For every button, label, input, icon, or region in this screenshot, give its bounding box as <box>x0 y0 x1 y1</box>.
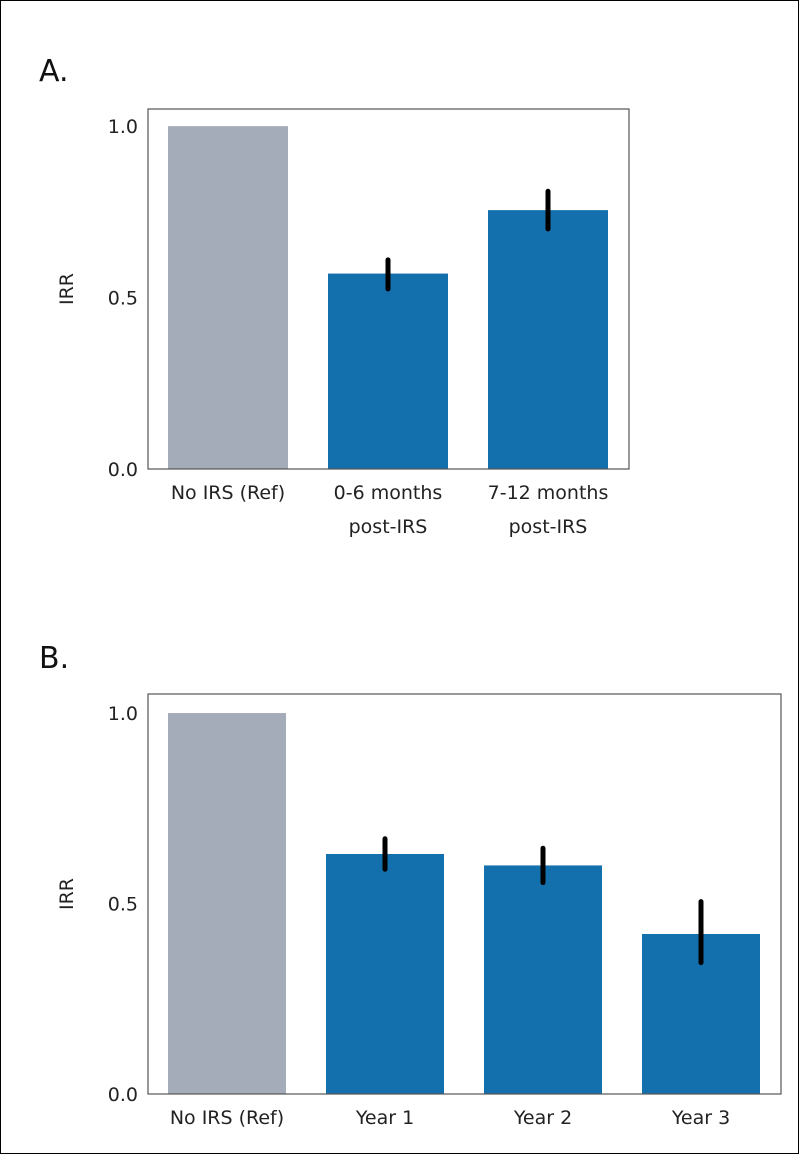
chart-0-y-tick-0: 0.0 <box>108 459 138 481</box>
chart-1-y-axis-label: IRR <box>56 878 78 910</box>
chart-0-panel-label: A. <box>39 54 69 89</box>
chart-0-y-axis-label: IRR <box>56 273 78 305</box>
chart-1-plot-area <box>147 693 782 1095</box>
chart-1-bar-0 <box>168 713 286 1094</box>
chart-0-bar-1 <box>328 273 448 469</box>
chart-1-panel-label: B. <box>39 641 69 676</box>
chart-1-category-label-2-0: Year 2 <box>513 1107 572 1129</box>
chart-1-y-tick-2: 1.0 <box>108 703 138 725</box>
chart-0-plot-area <box>147 108 630 470</box>
chart-1-category-label-0-0: No IRS (Ref) <box>170 1107 284 1129</box>
chart-0-bar-0 <box>168 126 288 470</box>
chart-0-bar-2 <box>488 210 608 469</box>
chart-0-category-label-2-0: 7-12 months <box>488 482 609 504</box>
chart-0-category-label-2-1: post-IRS <box>509 516 588 538</box>
chart-0-category-label-1-0: 0-6 months <box>334 482 443 504</box>
chart-0-y-tick-1: 0.5 <box>108 288 138 310</box>
chart-1-y-tick-1: 0.5 <box>108 894 138 916</box>
chart-1-bar-1 <box>326 854 444 1094</box>
chart-0-category-label-1-1: post-IRS <box>349 516 428 538</box>
chart-1-category-label-3-0: Year 3 <box>671 1107 730 1129</box>
chart-1-category-label-1-0: Year 1 <box>355 1107 414 1129</box>
chart-0-category-label-0-0: No IRS (Ref) <box>171 482 285 504</box>
chart-0-y-tick-2: 1.0 <box>108 116 138 138</box>
chart-1-bar-2 <box>484 865 602 1094</box>
chart-1-y-tick-0: 0.0 <box>108 1084 138 1106</box>
